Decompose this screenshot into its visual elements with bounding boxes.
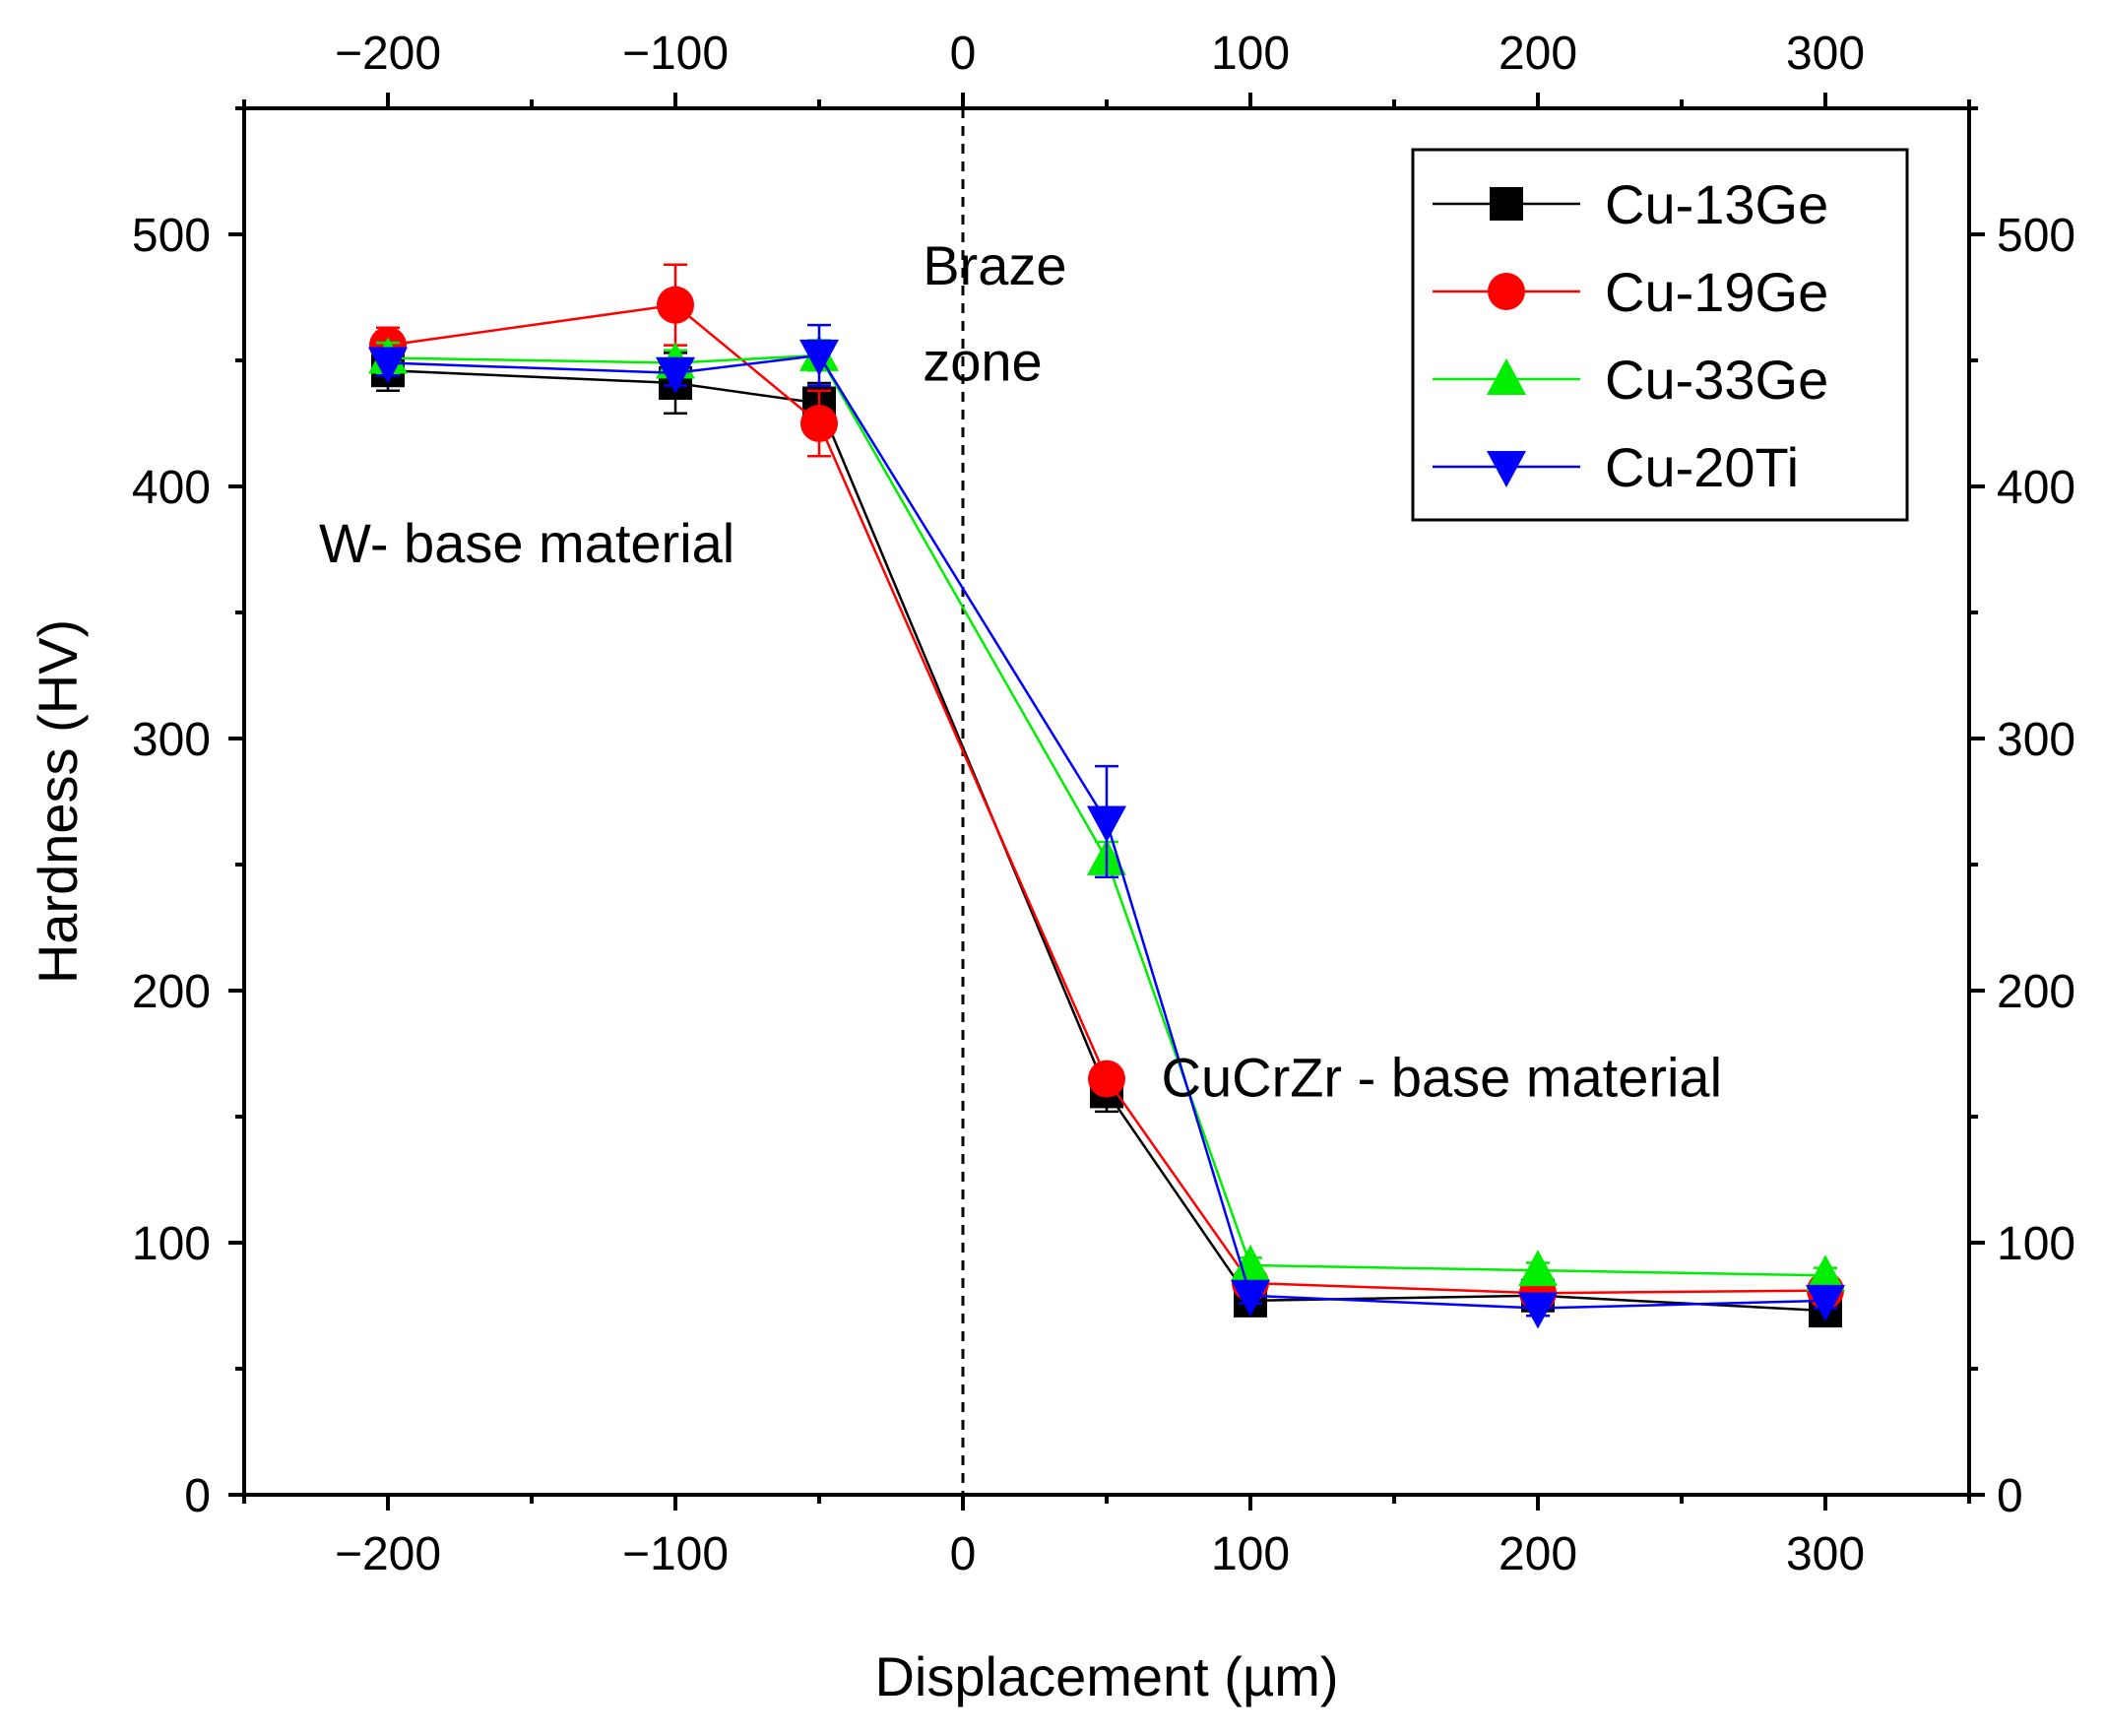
x-tick-label-top: 100 [1211, 28, 1290, 80]
x-tick-label-bottom: 200 [1499, 1528, 1577, 1580]
data-point-cu-20ti [656, 356, 695, 394]
legend-marker-cu-33ge [1487, 358, 1526, 395]
x-tick-label-top: −200 [335, 28, 441, 80]
annotation-label: CuCrZr - base material [1162, 1047, 1722, 1109]
y-tick-label-right: 300 [1997, 714, 2075, 766]
data-point-cu-33ge [1518, 1250, 1558, 1287]
y-tick-label-right: 500 [1997, 210, 2075, 262]
y-tick-label-right: 400 [1997, 462, 2075, 514]
data-series [368, 263, 1845, 1329]
tick-marks [228, 93, 1985, 1511]
x-tick-label-top: 200 [1499, 28, 1577, 80]
annotation-label: zone [923, 330, 1042, 392]
x-tick-label-top: 0 [950, 28, 977, 80]
x-tick-label-bottom: 0 [950, 1528, 977, 1580]
data-point-cu-20ti [1518, 1292, 1558, 1329]
x-tick-label-top: −100 [622, 28, 729, 80]
annotation-label: W- base material [319, 512, 734, 574]
annotations: W- base material Braze zone CuCrZr - base m… [319, 234, 1722, 1108]
y-tick-label-left: 0 [184, 1470, 211, 1522]
y-tick-label-right: 100 [1997, 1218, 2075, 1270]
data-point-cu-19ge [657, 286, 694, 324]
legend-marker-cu-19ge [1488, 273, 1525, 310]
legend-marker-cu-20ti [1487, 451, 1526, 487]
y-tick-label-left: 300 [132, 714, 211, 766]
data-point-cu-19ge [800, 405, 838, 442]
data-point-cu-20ti [1231, 1279, 1270, 1317]
data-point-cu-20ti [1806, 1284, 1845, 1321]
legend-label-cu-33ge: Cu-33Ge [1605, 349, 1828, 411]
y-axis-title: Hardness (HV) [27, 619, 89, 984]
x-axis-title: Displacement (µm) [874, 1645, 1338, 1707]
legend-label-cu-19ge: Cu-19Ge [1605, 261, 1828, 323]
y-tick-label-left: 400 [132, 462, 211, 514]
legend: Cu-13Ge Cu-19Ge Cu-33Ge Cu-20Ti [1411, 148, 1909, 522]
y-tick-label-left: 500 [132, 210, 211, 262]
x-tick-label-top: 300 [1786, 28, 1865, 80]
x-tick-label-bottom: 100 [1211, 1528, 1290, 1580]
data-point-cu-33ge [1806, 1254, 1845, 1292]
annotation-label: Braze [923, 234, 1066, 296]
data-point-cu-20ti [368, 347, 408, 384]
legend-label-cu-20ti: Cu-20Ti [1605, 436, 1799, 498]
y-tick-label-left: 200 [132, 966, 211, 1018]
data-point-cu-20ti [799, 339, 839, 376]
y-tick-label-right: 200 [1997, 966, 2075, 1018]
x-tick-label-bottom: 300 [1786, 1528, 1865, 1580]
x-tick-label-bottom: −100 [622, 1528, 729, 1580]
tick-labels: −200 −200 −100 −100 0 0 100 100 200 200 300 300 0 0 10… [132, 28, 2075, 1580]
series-cu-20ti [368, 323, 1845, 1329]
data-point-cu-33ge [1231, 1245, 1270, 1282]
y-tick-label-left: 100 [132, 1218, 211, 1270]
data-point-cu-20ti [1087, 805, 1126, 843]
axis-titles: Displacement (µm) Hardness (HV) [27, 619, 1339, 1707]
x-tick-label-bottom: −200 [335, 1528, 441, 1580]
data-point-cu-19ge [1088, 1060, 1125, 1098]
legend-marker-cu-13ge [1490, 187, 1523, 221]
legend-label-cu-13ge: Cu-13Ge [1605, 173, 1828, 235]
y-tick-label-right: 0 [1997, 1470, 2023, 1522]
